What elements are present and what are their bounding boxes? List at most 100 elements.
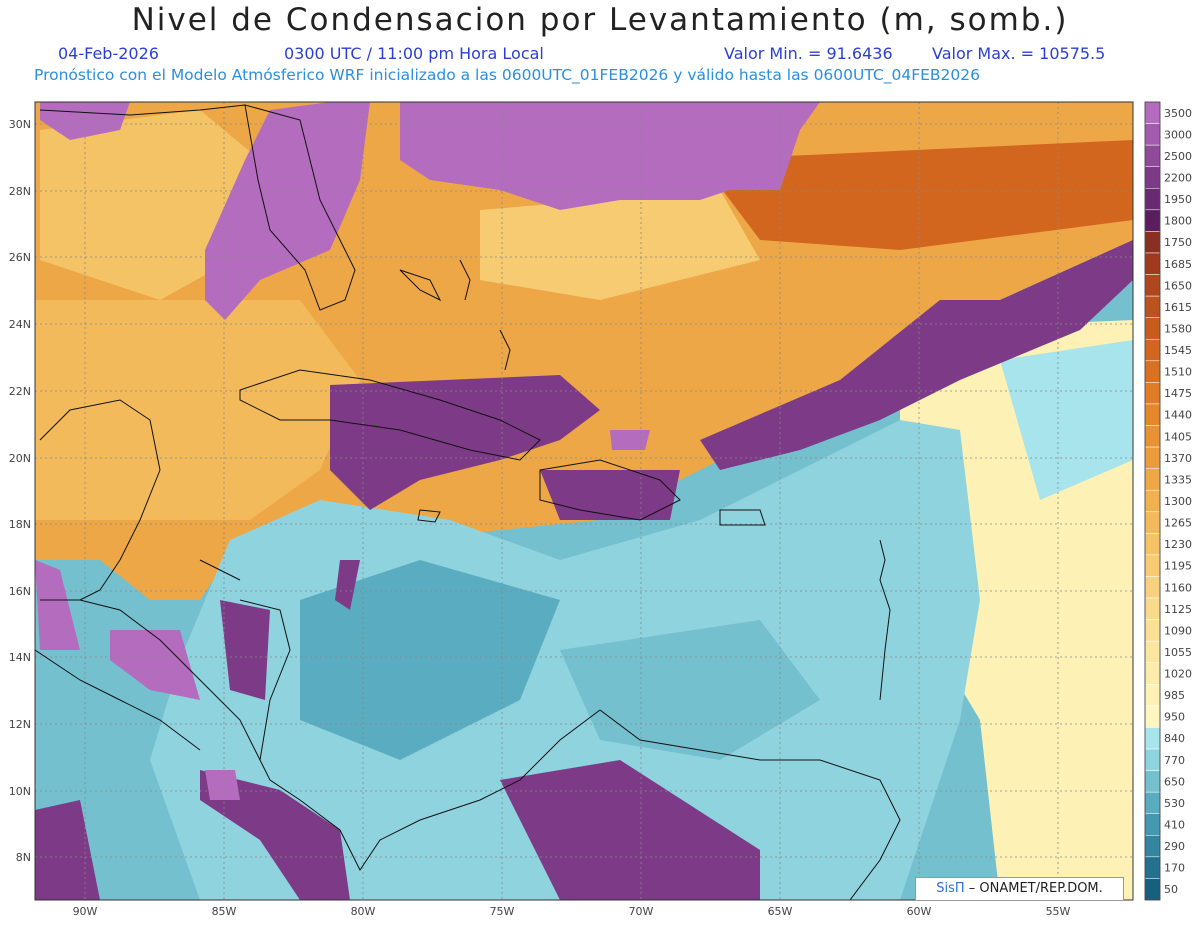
credit-org: – ONAMET/REP.DOM. <box>968 881 1103 896</box>
colorbar-swatch <box>1144 662 1161 685</box>
colorbar-label: 1335 <box>1164 473 1192 486</box>
lat-label: 22N <box>9 385 31 398</box>
lat-label: 12N <box>9 718 31 731</box>
colorbar-swatch <box>1144 576 1161 599</box>
colorbar-label: 1510 <box>1164 366 1192 379</box>
colorbar-swatch <box>1144 295 1161 318</box>
colorbar-swatch <box>1144 684 1161 707</box>
colorbar-label: 1160 <box>1164 581 1192 594</box>
colorbar-swatch <box>1144 166 1161 189</box>
field-layer <box>35 102 1133 900</box>
forecast-time: 0300 UTC / 11:00 pm Hora Local <box>284 44 544 63</box>
colorbar-label: 1090 <box>1164 624 1192 637</box>
forecast-date: 04-Feb-2026 <box>58 44 159 63</box>
colorbar-label: 1370 <box>1164 452 1192 465</box>
colorbar-label: 950 <box>1164 711 1185 724</box>
colorbar-swatch <box>1144 856 1161 879</box>
colorbar-label: 1440 <box>1164 409 1192 422</box>
max-value: Valor Max. = 10575.5 <box>932 44 1106 63</box>
lon-label: 60W <box>907 905 932 918</box>
colorbar-label: 1265 <box>1164 517 1192 530</box>
lon-label: 75W <box>490 905 515 918</box>
lon-label: 70W <box>629 905 654 918</box>
colorbar-label: 1580 <box>1164 322 1192 335</box>
colorbar-label: 50 <box>1164 883 1178 896</box>
colorbar-label: 1615 <box>1164 301 1192 314</box>
colorbar-swatch <box>1144 748 1161 771</box>
lat-label: 20N <box>9 452 31 465</box>
lat-axis: 30N 28N 26N 24N 22N 20N 18N 16N 14N 12N … <box>9 118 31 864</box>
colorbar-swatch <box>1144 511 1161 534</box>
graticule <box>35 102 1133 900</box>
lon-axis: 90W 85W 80W 75W 70W 65W 60W 55W <box>73 905 1071 918</box>
min-value: Valor Min. = 91.6436 <box>724 44 893 63</box>
colorbar-swatch <box>1144 446 1161 469</box>
colorbar-label: 1685 <box>1164 258 1192 271</box>
colorbar-swatch <box>1144 791 1161 814</box>
colorbar-label: 1475 <box>1164 387 1192 400</box>
lat-label: 16N <box>9 585 31 598</box>
colorbar-label: 1125 <box>1164 603 1192 616</box>
lat-label: 10N <box>9 785 31 798</box>
colorbar-swatch <box>1144 403 1161 426</box>
lat-label: 24N <box>9 318 31 331</box>
colorbar-label: 290 <box>1164 840 1185 853</box>
map-frame <box>34 101 1134 901</box>
model-info: Pronóstico con el Modelo Atmósferico WRF… <box>34 66 980 84</box>
colorbar-swatch <box>1144 425 1161 448</box>
colorbar-swatch <box>1144 554 1161 577</box>
colorbar-label: 985 <box>1164 689 1185 702</box>
colorbar-frame <box>1144 101 1161 901</box>
colorbar-label: 530 <box>1164 797 1185 810</box>
colorbar-swatch <box>1144 640 1161 664</box>
colorbar-swatch <box>1144 597 1161 620</box>
colorbar-swatch <box>1144 252 1161 275</box>
lat-label: 30N <box>9 118 31 131</box>
colorbar-label: 650 <box>1164 775 1185 788</box>
colorbar-swatch <box>1144 231 1161 254</box>
colorbar-swatch <box>1144 619 1161 642</box>
colorbar-label: 840 <box>1164 732 1185 745</box>
colorbar-label: 3000 <box>1164 128 1192 141</box>
lon-label: 65W <box>768 905 793 918</box>
colorbar-label: 1950 <box>1164 193 1192 206</box>
colorbar-swatch <box>1144 123 1161 146</box>
colorbar-swatch <box>1144 317 1161 340</box>
colorbar-swatch <box>1144 144 1161 167</box>
lat-label: 26N <box>9 251 31 264</box>
colorbar-label: 770 <box>1164 754 1185 767</box>
colorbar-swatch <box>1144 274 1161 297</box>
colorbar-label: 2200 <box>1164 171 1192 184</box>
brand-logo: SisΠ <box>936 881 965 896</box>
colorbar-label: 1650 <box>1164 279 1192 292</box>
colorbar-label: 1750 <box>1164 236 1192 249</box>
colorbar-label: 3500 <box>1164 107 1192 120</box>
colorbar-label: 2500 <box>1164 150 1192 163</box>
map-title: Nivel de Condensacion por Levantamiento … <box>131 2 1069 38</box>
colorbar-swatch <box>1144 101 1161 124</box>
colorbar-swatch <box>1144 727 1161 750</box>
colorbar-swatch <box>1144 835 1161 858</box>
lon-label: 90W <box>73 905 98 918</box>
lat-label: 8N <box>16 851 31 864</box>
colorbar-label: 1020 <box>1164 668 1192 681</box>
lat-label: 28N <box>9 185 31 198</box>
colorbar-label: 1800 <box>1164 215 1192 228</box>
colorbar-swatch <box>1144 360 1161 383</box>
colorbar-swatch <box>1144 468 1161 491</box>
colorbar-swatch <box>1144 338 1161 362</box>
colorbar-label: 170 <box>1164 862 1185 875</box>
colorbar-swatch <box>1144 382 1161 405</box>
colorbar-label: 1195 <box>1164 560 1192 573</box>
lon-label: 85W <box>212 905 237 918</box>
colorbar-swatch <box>1144 770 1161 793</box>
lat-label: 14N <box>9 651 31 664</box>
colorbar-label: 410 <box>1164 819 1185 832</box>
colorbar-legend: 3500 3000 2500 2200 1950 1800 1750 1685 1650 1615… <box>1144 101 1192 901</box>
colorbar-swatch <box>1144 489 1161 513</box>
lat-label: 18N <box>9 518 31 531</box>
colorbar-swatch <box>1144 188 1161 211</box>
colorbar-swatch <box>1144 705 1161 728</box>
colorbar-label: 1545 <box>1164 344 1192 357</box>
